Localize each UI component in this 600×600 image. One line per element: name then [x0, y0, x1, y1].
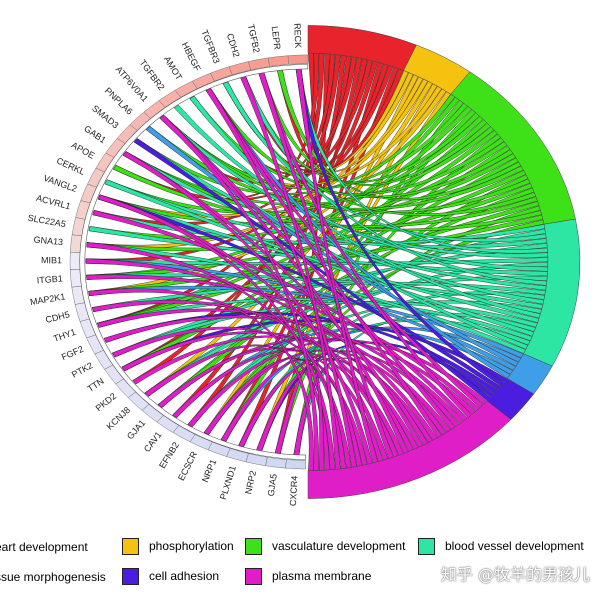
- gene-label-cerkl: CERKL: [55, 156, 86, 178]
- gene-label-pkd2: PKD2: [94, 391, 119, 413]
- gene-arc-reck: [287, 54, 309, 65]
- gene-label-gab1: GAB1: [82, 123, 107, 145]
- gene-arcs: [69, 54, 309, 470]
- legend-swatch-vasculature-development: [245, 537, 262, 555]
- gene-label-apoe: APOE: [70, 140, 97, 161]
- gene-label-tgfb2: TGFB2: [246, 23, 262, 53]
- gene-label-gja1: GJA1: [125, 418, 147, 441]
- gene-inner-ring: [79, 64, 309, 460]
- gene-label-acvrl1: ACVRL1: [35, 193, 71, 212]
- term-arcs: [307, 25, 581, 499]
- gene-arc-nrp2: [245, 453, 268, 466]
- legend-label-cell-adhesion: cell adhesion: [149, 569, 220, 583]
- gene-label-cdh5: CDH5: [44, 309, 70, 325]
- gene-label-mib1: MIB1: [41, 255, 62, 265]
- legend-item-phosphorylation: phosphorylation: [122, 537, 234, 555]
- legend-label-tissue-morphogenesis: ssue morphogenesis: [0, 570, 106, 584]
- gene-arc-tgfb2: [247, 57, 270, 71]
- gene-label-thy1: THY1: [52, 327, 77, 344]
- gene-arc-lepr: [267, 55, 289, 67]
- legend-label-blood-vessel-development: blood vessel development: [445, 539, 584, 553]
- gene-label-map2k1: MAP2K1: [29, 291, 66, 307]
- gene-label-slc22a5: SLC22A5: [27, 213, 67, 230]
- gene-arc-gja5: [265, 456, 287, 469]
- gene-label-itgb1: ITGB1: [36, 273, 63, 285]
- gene-label-vangl2: VANGL2: [42, 173, 78, 194]
- gene-arc-tgfbr3: [209, 66, 233, 82]
- legend-label-plasma-membrane: plasma membrane: [272, 569, 372, 583]
- gene-label-ecscr: ECSCR: [176, 449, 200, 482]
- legend-label-vasculature-development: vasculature development: [272, 539, 406, 553]
- gene-arc-ecscr: [189, 434, 213, 451]
- gene-arc-cxcr4: [285, 459, 306, 470]
- gene-label-ttn: TTN: [86, 376, 106, 394]
- chord-diagram: RECKLEPRTGFB2CDH2TGFBR3HBEGFAMOTTGFBR2AT…: [27, 23, 581, 506]
- legend-swatch-cell-adhesion: [122, 567, 139, 585]
- gene-label-gja5: GJA5: [266, 473, 279, 497]
- gene-label-efnb2: EFNB2: [157, 440, 181, 470]
- legend-item-blood-vessel-development: blood vessel development: [418, 537, 584, 555]
- legend-swatch-plasma-membrane: [245, 567, 262, 585]
- gene-label-cxcr4: CXCR4: [288, 475, 300, 506]
- gene-label-tgfbr3: TGFBR3: [199, 28, 221, 65]
- legend: eart development phosphorylation vascula…: [0, 531, 600, 600]
- legend-item-cell-adhesion: cell adhesion: [122, 567, 219, 585]
- term-arc-plasma-membrane: [307, 400, 512, 499]
- legend-swatch-blood-vessel-development: [418, 537, 435, 555]
- gene-label-hbegf: HBEGF: [180, 41, 203, 74]
- legend-label-phosphorylation: phosphorylation: [149, 539, 234, 553]
- gene-label-gna13: GNA13: [33, 235, 63, 248]
- legend-label-heart-development: eart development: [0, 540, 88, 554]
- gene-label-cav1: CAV1: [142, 430, 164, 454]
- legend-swatch-phosphorylation: [122, 537, 139, 555]
- gene-label-nrp1: NRP1: [200, 458, 218, 484]
- gene-arc-nrp1: [207, 441, 231, 457]
- gene-label-lepr: LEPR: [270, 26, 283, 51]
- gene-label-amot: AMOT: [162, 54, 184, 82]
- gene-label-ptk2: PTK2: [70, 360, 95, 380]
- gene-arc-cdh2: [228, 61, 252, 76]
- gene-label-reck: RECK: [292, 23, 303, 48]
- gene-label-kcnj8: KCNJ8: [105, 405, 133, 432]
- watermark: 知乎 @牧羊的男孩儿: [440, 565, 590, 584]
- gene-label-fgf2: FGF2: [60, 344, 85, 362]
- legend-item-vasculature-development: vasculature development: [245, 537, 405, 555]
- gene-arc-plxnd1: [226, 448, 249, 463]
- gene-label-cdh2: CDH2: [225, 32, 242, 58]
- gene-label-nrp2: NRP2: [243, 470, 258, 496]
- legend-item-plasma-membrane: plasma membrane: [245, 567, 371, 585]
- legend-item-heart-development: eart development: [0, 538, 88, 556]
- legend-item-tissue-morphogenesis: ssue morphogenesis: [0, 568, 106, 586]
- gene-arc-mib1: [69, 251, 81, 270]
- gene-label-smad3: SMAD3: [90, 103, 120, 130]
- gene-label-plxnd1: PLXND1: [218, 464, 238, 500]
